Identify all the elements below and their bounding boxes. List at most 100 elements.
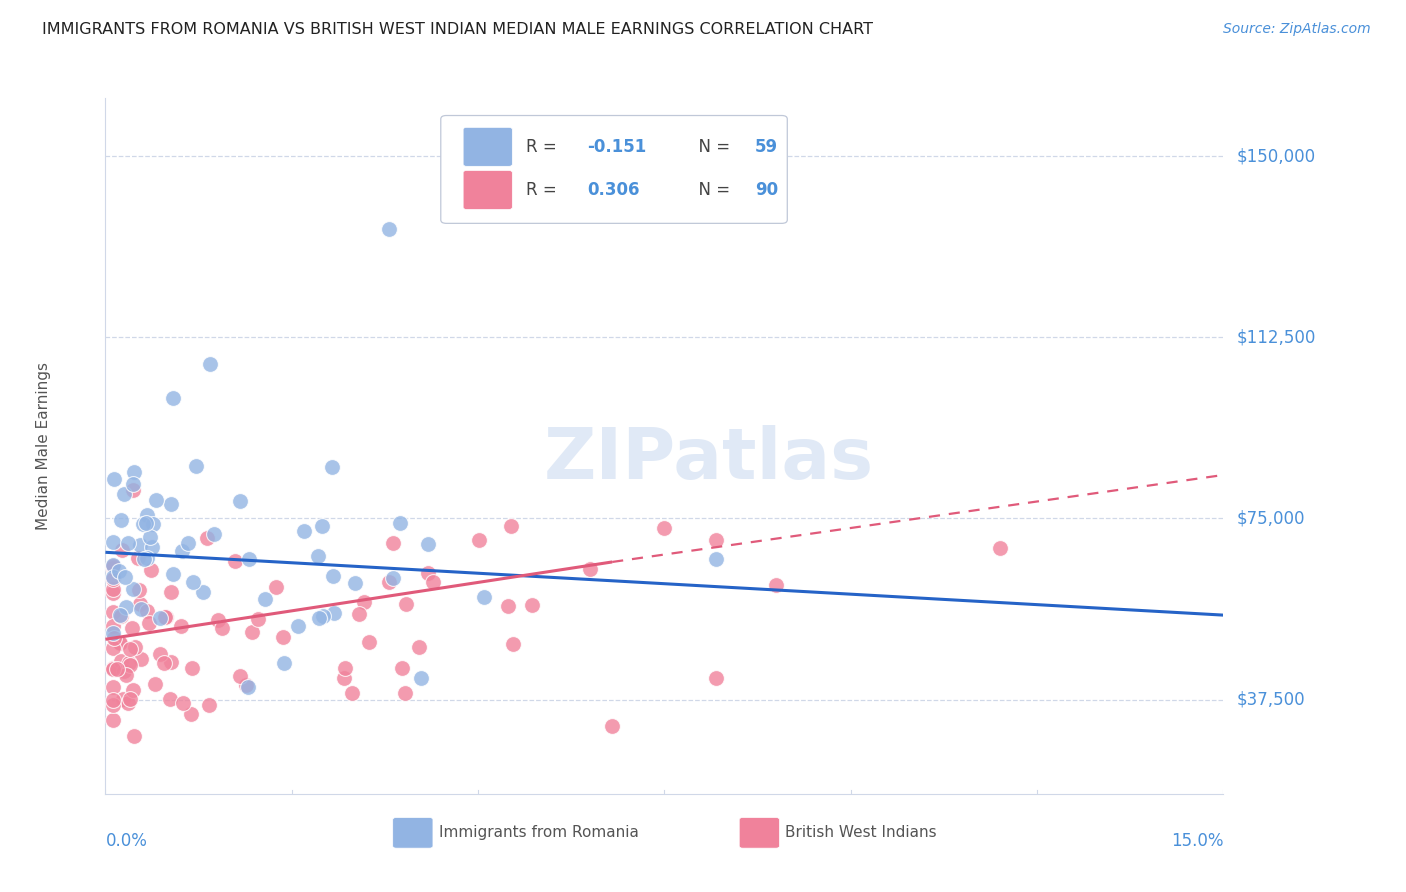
Point [391, 660, 413, 674]
Point [332, 672, 354, 686]
Point [340, 686, 363, 700]
Point [101, 662, 124, 676]
Point [112, 486, 135, 500]
Point [135, 508, 157, 522]
Point [238, 680, 260, 694]
Point [600, 719, 623, 733]
Point [145, 493, 167, 508]
Point [292, 524, 315, 539]
Point [101, 586, 124, 600]
Point [128, 597, 150, 611]
Point [110, 609, 132, 624]
Point [112, 691, 135, 706]
Point [114, 600, 136, 615]
Point [706, 551, 728, 566]
Point [307, 549, 329, 564]
Point [122, 466, 145, 480]
Point [311, 518, 333, 533]
Point [132, 517, 155, 532]
Point [381, 571, 404, 585]
Point [418, 537, 440, 551]
Point [114, 570, 136, 584]
FancyBboxPatch shape [392, 818, 433, 848]
Point [160, 497, 183, 511]
Point [706, 533, 728, 547]
Text: British West Indians: British West Indians [785, 825, 936, 840]
Point [135, 516, 157, 530]
Text: 0.0%: 0.0% [105, 832, 148, 850]
Point [136, 604, 159, 618]
FancyBboxPatch shape [463, 128, 512, 166]
Point [472, 590, 495, 604]
Point [229, 494, 252, 508]
Point [101, 558, 124, 573]
Point [170, 619, 193, 633]
Point [416, 566, 439, 581]
Point [101, 560, 124, 574]
Point [224, 554, 246, 568]
Point [121, 621, 143, 635]
Point [101, 626, 124, 640]
Point [105, 662, 128, 676]
Point [142, 516, 165, 531]
Point [207, 613, 229, 627]
Point [347, 607, 370, 621]
Point [117, 697, 139, 711]
Point [228, 668, 250, 682]
Text: 59: 59 [755, 138, 778, 156]
Point [191, 585, 214, 599]
Point [308, 611, 330, 625]
Point [988, 541, 1011, 555]
Point [264, 580, 287, 594]
Point [112, 664, 135, 678]
Point [198, 357, 221, 371]
Point [131, 652, 153, 666]
Point [377, 221, 399, 235]
Text: 0.306: 0.306 [588, 181, 640, 199]
Point [128, 582, 150, 597]
Point [177, 535, 200, 549]
Text: Source: ZipAtlas.com: Source: ZipAtlas.com [1223, 22, 1371, 37]
Text: N =: N = [688, 138, 735, 156]
Point [149, 611, 172, 625]
Point [124, 640, 146, 654]
Point [246, 612, 269, 626]
Point [520, 598, 543, 612]
Text: -0.151: -0.151 [588, 138, 647, 156]
Point [101, 605, 124, 619]
Point [121, 582, 143, 596]
Point [101, 570, 124, 584]
FancyBboxPatch shape [463, 170, 512, 210]
Point [312, 609, 335, 624]
Point [765, 577, 787, 591]
FancyBboxPatch shape [441, 116, 787, 223]
Point [468, 533, 491, 547]
Point [287, 618, 309, 632]
Point [110, 654, 132, 668]
Point [377, 574, 399, 589]
Point [110, 636, 132, 650]
Point [141, 540, 163, 554]
Point [408, 640, 430, 654]
Point [120, 657, 142, 672]
Point [357, 635, 380, 649]
Point [122, 476, 145, 491]
Point [153, 610, 176, 624]
Point [127, 550, 149, 565]
Text: 90: 90 [755, 181, 778, 199]
Point [134, 552, 156, 566]
Point [101, 558, 124, 572]
Point [118, 692, 141, 706]
Point [394, 686, 416, 700]
Point [110, 513, 132, 527]
Point [395, 597, 418, 611]
Point [118, 657, 141, 671]
Point [181, 574, 204, 589]
Point [155, 610, 177, 624]
Point [202, 526, 225, 541]
Point [159, 585, 181, 599]
Point [422, 574, 444, 589]
Point [411, 671, 433, 685]
Text: 15.0%: 15.0% [1171, 832, 1223, 850]
Text: IMMIGRANTS FROM ROMANIA VS BRITISH WEST INDIAN MEDIAN MALE EARNINGS CORRELATION : IMMIGRANTS FROM ROMANIA VS BRITISH WEST … [42, 22, 873, 37]
